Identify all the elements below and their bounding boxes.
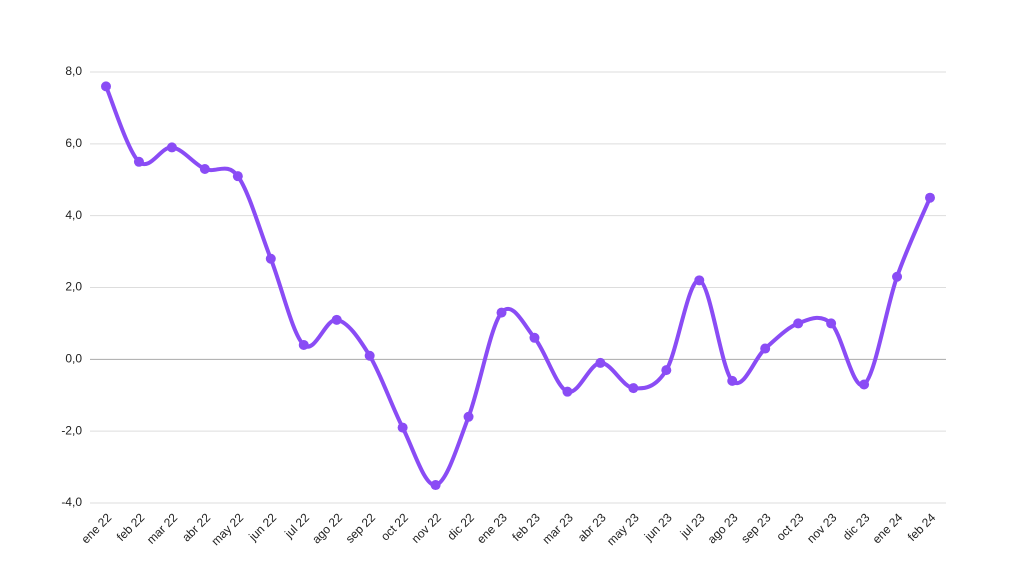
marker [694,275,705,286]
x-tick-label: jul 23 [677,510,708,541]
marker [166,142,177,153]
x-tick-label: feb 22 [114,510,148,544]
marker [265,253,276,264]
marker [199,163,210,174]
x-tick-label: jun 23 [641,510,675,544]
marker [331,314,342,325]
marker [562,386,573,397]
x-tick-label: ago 22 [309,510,345,546]
x-tick-label: ene 23 [474,510,510,546]
x-tick-label: nov 23 [804,510,840,546]
marker [793,318,804,329]
y-tick-label: 6,0 [65,136,82,150]
marker [628,383,639,394]
marker [892,271,903,282]
y-tick-label: -4,0 [61,495,82,509]
x-tick-label: mar 23 [539,510,576,547]
x-tick-label: jul 22 [281,510,312,541]
x-tick-label: dic 23 [840,510,873,543]
x-tick-label: oct 23 [774,510,807,543]
y-tick-label: 8,0 [65,64,82,78]
y-tick-label: 4,0 [65,208,82,222]
x-tick-label: may 22 [208,510,246,548]
marker [364,350,375,361]
x-tick-label: dic 22 [444,510,477,543]
x-tick-label: ene 24 [870,510,906,546]
y-tick-label: 0,0 [65,352,82,366]
marker [496,307,507,318]
marker [397,422,408,433]
x-tick-label: oct 22 [378,510,411,543]
marker [727,375,738,386]
y-tick-label: -2,0 [61,423,82,437]
x-tick-label: nov 22 [409,510,445,546]
marker [133,156,144,167]
marker [760,343,771,354]
x-tick-label: ene 22 [79,510,115,546]
x-tick-label: feb 24 [905,510,939,544]
line [104,85,932,488]
marker [430,480,441,491]
x-tick-label: may 23 [604,510,642,548]
y-tick-label: 2,0 [65,280,82,294]
marker [925,192,935,203]
marker [661,365,672,376]
x-tick-label: sep 22 [343,510,379,546]
x-tick-label: sep 23 [738,510,774,546]
marker [298,339,309,350]
marker [859,379,870,390]
x-tick-label: mar 22 [144,510,181,547]
x-tick-label: ago 23 [705,510,741,546]
x-tick-label: feb 23 [509,510,543,544]
marker [529,332,540,343]
marker [595,357,606,368]
marker [463,411,474,422]
marker [101,81,111,92]
marker [232,171,243,182]
x-tick-label: jun 22 [245,510,279,544]
marker [826,318,837,329]
